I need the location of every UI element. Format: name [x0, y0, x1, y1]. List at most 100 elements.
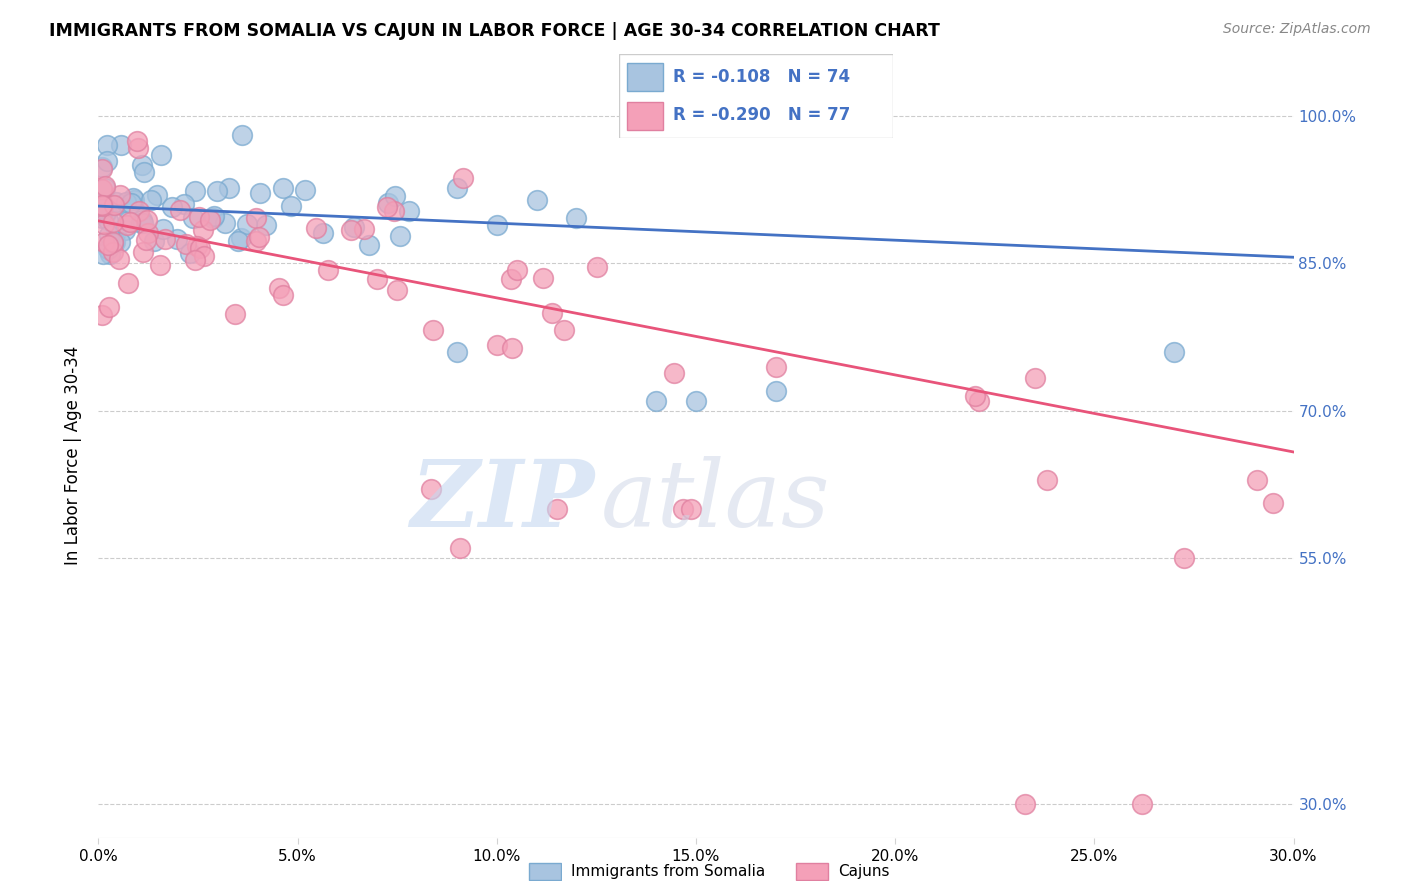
Point — [142, 234, 165, 248]
Point — [226, 235, 249, 249]
FancyBboxPatch shape — [627, 102, 662, 130]
Point — [1163, 344, 1185, 359]
Point — [169, 202, 191, 217]
Point — [153, 232, 176, 246]
Point — [384, 189, 406, 203]
Point — [117, 213, 139, 227]
Point — [160, 200, 183, 214]
Point — [96, 153, 118, 168]
Point — [224, 307, 246, 321]
Point — [120, 196, 142, 211]
Point — [122, 193, 145, 207]
Point — [110, 235, 132, 249]
Point — [565, 211, 588, 225]
Point — [135, 233, 157, 247]
Point — [101, 235, 124, 250]
Point — [104, 198, 127, 212]
Point — [103, 235, 125, 249]
Point — [422, 323, 444, 337]
Point — [191, 223, 214, 237]
Point — [131, 158, 153, 172]
Point — [108, 188, 131, 202]
Point — [117, 276, 139, 290]
Point — [446, 181, 468, 195]
Point — [229, 231, 252, 245]
Point — [149, 258, 172, 272]
Point — [97, 242, 120, 256]
Point — [312, 227, 335, 241]
Point — [305, 221, 328, 235]
Point — [214, 216, 236, 230]
Point — [96, 205, 118, 219]
Point — [98, 246, 121, 260]
Point — [546, 502, 568, 516]
Point — [186, 239, 208, 253]
Point — [385, 283, 408, 297]
Point — [1246, 473, 1268, 487]
Point — [146, 188, 169, 202]
Point — [446, 344, 468, 359]
Point — [339, 223, 361, 237]
Point — [91, 197, 114, 211]
Point — [382, 204, 405, 219]
Text: R = -0.108   N = 74: R = -0.108 N = 74 — [673, 69, 851, 87]
Point — [174, 237, 197, 252]
Text: Source: ZipAtlas.com: Source: ZipAtlas.com — [1223, 22, 1371, 37]
FancyBboxPatch shape — [619, 54, 893, 138]
Point — [969, 394, 991, 409]
Point — [249, 186, 271, 200]
Point — [501, 341, 523, 355]
Text: Immigrants from Somalia: Immigrants from Somalia — [571, 864, 765, 879]
Point — [139, 193, 162, 207]
Point — [91, 206, 114, 220]
Point — [1261, 496, 1284, 510]
Point — [205, 184, 228, 198]
Point — [101, 245, 124, 260]
Point — [98, 227, 121, 242]
Point — [202, 209, 225, 223]
Point — [91, 182, 114, 196]
Text: Cajuns: Cajuns — [838, 864, 890, 879]
Point — [150, 148, 173, 162]
Point — [645, 393, 668, 408]
Point — [235, 217, 257, 231]
Point — [187, 210, 209, 224]
Point — [280, 199, 302, 213]
Point — [108, 252, 131, 266]
Point — [1014, 797, 1036, 811]
Point — [166, 232, 188, 246]
Point — [136, 226, 159, 240]
Point — [110, 138, 132, 153]
Point — [173, 196, 195, 211]
Point — [98, 300, 121, 314]
Point — [135, 213, 157, 227]
Point — [375, 200, 398, 214]
Point — [193, 249, 215, 263]
Point — [93, 217, 115, 231]
Point — [662, 366, 685, 380]
Point — [198, 213, 221, 227]
Point — [366, 272, 388, 286]
Point — [132, 216, 155, 230]
Point — [485, 218, 508, 232]
Point — [453, 171, 475, 186]
Point — [553, 323, 575, 337]
Point — [132, 245, 155, 260]
Point — [377, 196, 399, 211]
Point — [152, 222, 174, 236]
Point — [531, 271, 554, 285]
Point — [96, 138, 118, 153]
Point — [526, 193, 548, 207]
Point — [93, 235, 115, 249]
Point — [91, 247, 114, 261]
Point — [389, 228, 412, 243]
Point — [398, 204, 420, 219]
Point — [120, 215, 142, 229]
Point — [318, 263, 340, 277]
Point — [765, 384, 787, 398]
Point — [1036, 473, 1059, 487]
Point — [91, 202, 114, 216]
Point — [115, 195, 138, 210]
Point — [183, 185, 205, 199]
Point — [104, 235, 127, 249]
